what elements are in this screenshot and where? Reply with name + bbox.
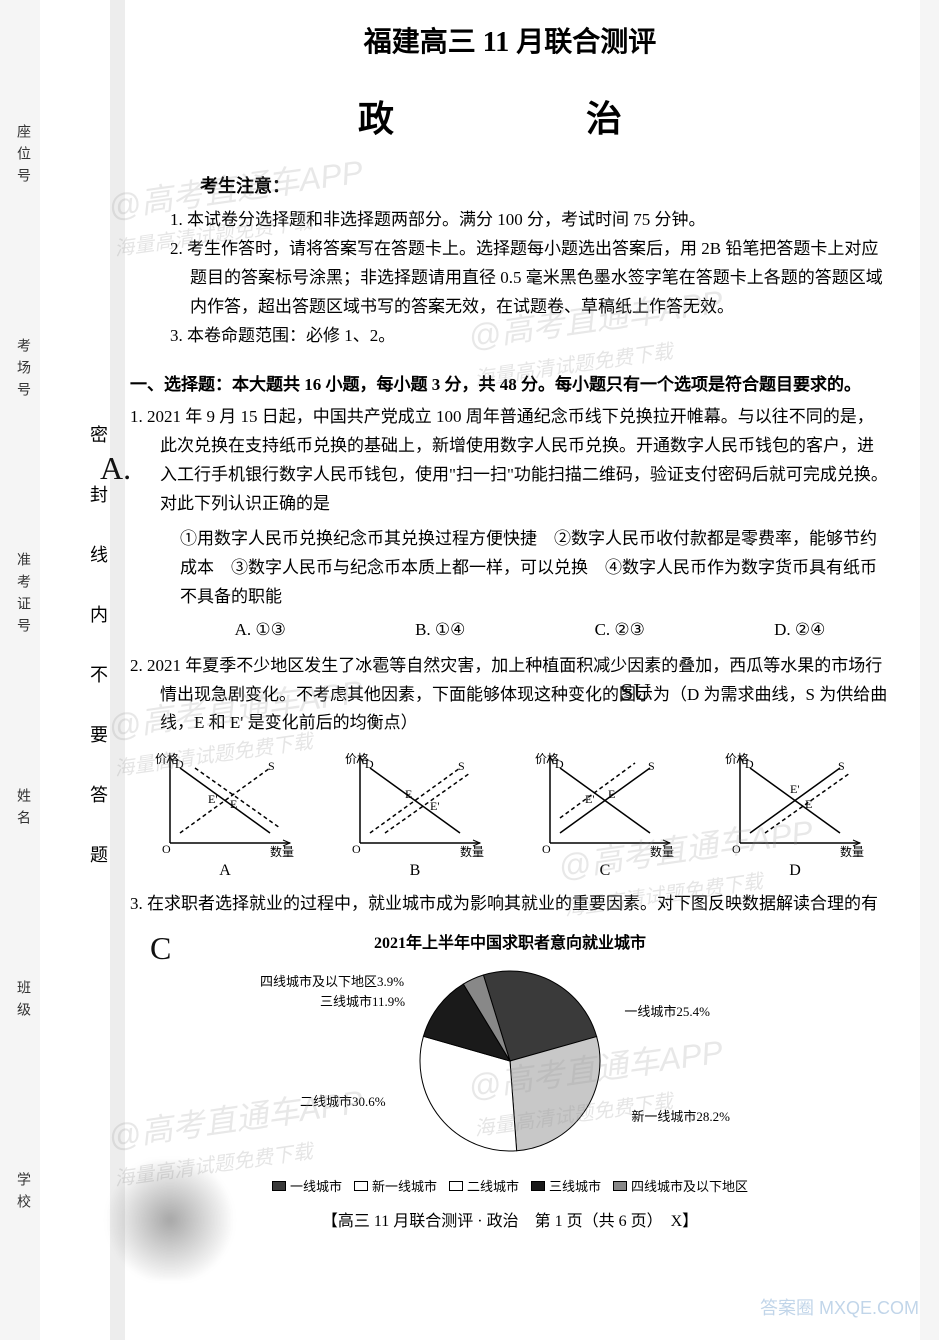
chart-b-label: B (335, 862, 495, 880)
chart-d-label: D (715, 862, 875, 880)
pie-callout: 一线城市25.4% (624, 1001, 710, 1020)
svg-text:E: E (230, 797, 237, 811)
svg-text:D: D (745, 757, 754, 771)
svg-text:数量: 数量 (650, 844, 674, 858)
exam-page: 密 封 线 内 不 要 答 题 福建高三 11 月联合测评 政 治 考生注意： … (40, 0, 920, 1340)
svg-text:数量: 数量 (840, 844, 864, 858)
svg-text:S: S (648, 759, 655, 773)
pie-callout: 二线城市30.6% (300, 1091, 386, 1110)
sidebar-label: 座位号 (8, 124, 32, 190)
svg-text:S: S (268, 759, 275, 773)
option-b: B. ①④ (415, 620, 465, 640)
pie-chart-section: 2021年上半年中国求职者意向就业城市 一线城市25.4% 新一线城市28.2%… (130, 929, 890, 1195)
notice-item: 3. 本卷命题范围：必修 1、2。 (150, 322, 890, 351)
chart-a: 价格 数量 O D S E' E A (145, 748, 305, 880)
pie-callout: 新一线城市28.2% (631, 1106, 730, 1125)
svg-text:S: S (458, 759, 465, 773)
handwritten-mark: C (150, 930, 171, 967)
svg-text:O: O (732, 842, 741, 856)
legend-label: 一线城市 (290, 1176, 342, 1195)
corner-watermark: 答案圈 MXQE.COM (760, 1294, 919, 1320)
supply-demand-charts: 价格 数量 O D S E' E A (130, 748, 890, 880)
svg-text:D: D (555, 757, 564, 771)
question-1-options: A. ①③ B. ①④ C. ②③ D. ②④ (170, 620, 890, 640)
pie-callout: 四线城市及以下地区3.9% (260, 971, 404, 990)
pie-legend: 一线城市 新一线城市 二线城市 三线城市 四线城市及以下地区 (130, 1176, 890, 1195)
question-3-text: 3. 在求职者选择就业的过程中，就业城市成为影响其就业的重要因素。对下图反映数据… (130, 890, 890, 919)
pie-title: 2021年上半年中国求职者意向就业城市 (130, 929, 890, 953)
page-title: 福建高三 11 月联合测评 (130, 20, 890, 60)
sidebar-label: 考场号 (8, 338, 32, 404)
svg-text:O: O (162, 842, 171, 856)
sidebar-label: 准考证号 (8, 552, 32, 640)
page-footer: 【高三 11 月联合测评 · 政治 第 1 页（共 6 页） X】 (130, 1207, 890, 1231)
svg-text:O: O (352, 842, 361, 856)
pie-chart (400, 961, 620, 1161)
svg-text:E': E' (585, 792, 595, 806)
handwritten-mark: SU (620, 680, 651, 707)
question-1-text: 1. 2021 年 9 月 15 日起，中国共产党成立 100 周年普通纪念币线… (130, 403, 890, 519)
svg-text:E: E (405, 787, 412, 801)
notice-header: 考生注意： (200, 172, 890, 198)
svg-text:数量: 数量 (270, 844, 294, 858)
sidebar-info: 座位号 考场号 准考证号 姓名 班级 学校 (0, 0, 40, 1340)
option-d: D. ②④ (774, 620, 825, 640)
svg-text:数量: 数量 (460, 844, 484, 858)
sidebar-label: 班级 (8, 980, 32, 1024)
svg-text:E': E' (790, 782, 800, 796)
sidebar-label: 学校 (8, 1172, 32, 1216)
svg-text:E': E' (208, 792, 218, 806)
chart-a-label: A (145, 862, 305, 880)
pie-callout: 三线城市11.9% (320, 991, 405, 1010)
legend-label: 三线城市 (549, 1176, 601, 1195)
svg-text:D: D (175, 757, 184, 771)
svg-text:E: E (805, 797, 812, 811)
svg-text:E: E (608, 787, 615, 801)
option-a: A. ①③ (235, 620, 286, 640)
chart-b: 价格 数量 O D S E E' B (335, 748, 495, 880)
sidebar-label: 姓名 (8, 788, 32, 832)
question-1-sub: ①用数字人民币兑换纪念币其兑换过程方便快捷 ②数字人民币收付款都是零费率，能够节… (130, 525, 890, 612)
legend-label: 二线城市 (467, 1176, 519, 1195)
chart-c-label: C (525, 862, 685, 880)
scan-artifact (100, 1160, 240, 1280)
svg-text:O: O (542, 842, 551, 856)
svg-text:D: D (365, 757, 374, 771)
notice-item: 1. 本试卷分选择题和非选择题两部分。满分 100 分，考试时间 75 分钟。 (150, 206, 890, 235)
subject-title: 政 治 (130, 90, 890, 142)
legend-label: 四线城市及以下地区 (631, 1176, 748, 1195)
option-c: C. ②③ (595, 620, 645, 640)
chart-d: 价格 数量 O D S E' E D (715, 748, 875, 880)
question-2-text: 2. 2021 年夏季不少地区发生了冰雹等自然灾害，加上种植面积减少因素的叠加，… (130, 652, 890, 739)
svg-text:S: S (838, 759, 845, 773)
svg-text:E': E' (430, 799, 440, 813)
legend-label: 新一线城市 (372, 1176, 437, 1195)
chart-c: 价格 数量 O D S E E' C (525, 748, 685, 880)
handwritten-mark: A. (100, 450, 131, 487)
scan-noise (110, 0, 125, 1340)
seal-line-text: 密 封 线 内 不 要 答 题 (85, 100, 111, 1200)
section-header: 一、选择题：本大题共 16 小题，每小题 3 分，共 48 分。每小题只有一个选… (130, 370, 890, 395)
notice-item: 2. 考生作答时，请将答案写在答题卡上。选择题每小题选出答案后，用 2B 铅笔把… (150, 235, 890, 322)
